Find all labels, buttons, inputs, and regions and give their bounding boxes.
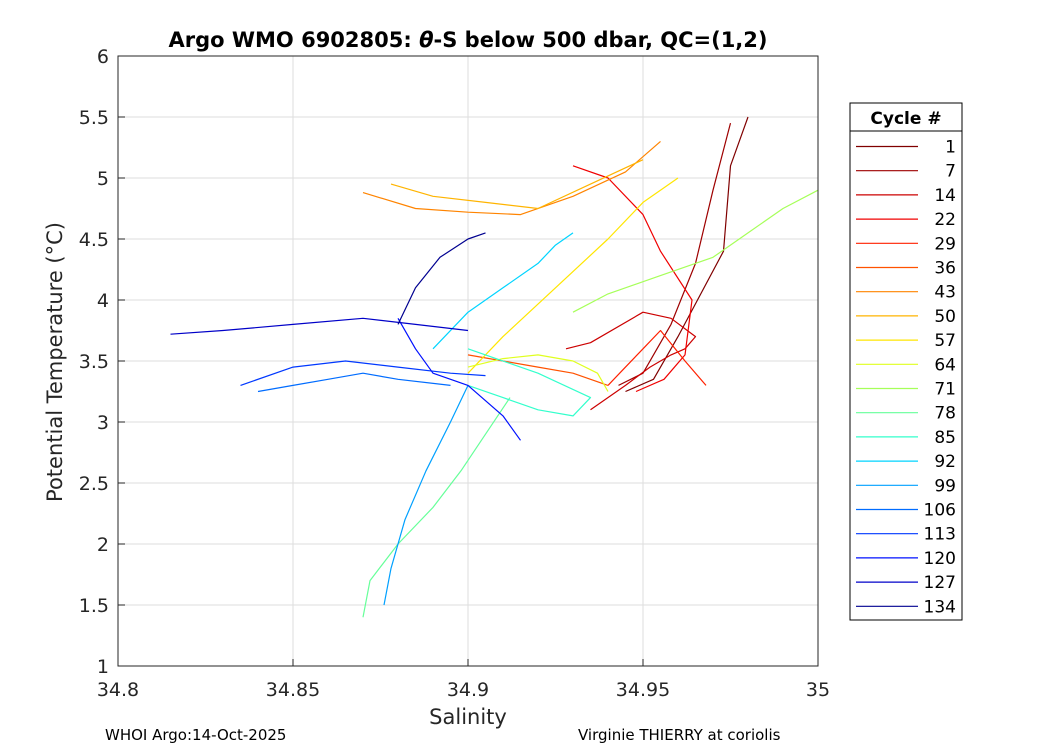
series-line-cycle-71 — [572, 189, 819, 313]
series-layer — [170, 116, 819, 618]
series-line-cycle-43 — [362, 140, 661, 216]
footer-left: WHOI Argo:14-Oct-2025 — [105, 726, 286, 744]
x-tick-label: 34.85 — [266, 679, 320, 701]
y-tick-label: 6 — [97, 46, 109, 68]
series-line-cycle-127 — [170, 317, 469, 335]
x-tick-label: 34.9 — [447, 679, 489, 701]
footer-right: Virginie THIERRY at coriolis — [578, 726, 781, 744]
series-line-cycle-134 — [397, 232, 486, 325]
y-axis: 1 1.5 2 2.5 3 3.5 4 4.5 5 5.5 6 — [79, 46, 125, 678]
x-tick-label: 34.8 — [97, 679, 139, 701]
legend-label: 50 — [934, 307, 956, 327]
x-axis: 34.8 34.85 34.9 34.95 35 — [97, 659, 830, 701]
legend-label: 29 — [934, 234, 956, 254]
legend-label: 99 — [934, 476, 956, 496]
legend-label: 134 — [924, 597, 956, 617]
legend-label: 64 — [934, 355, 956, 375]
y-tick-label: 5 — [97, 168, 109, 190]
series-line-cycle-85 — [467, 348, 592, 417]
legend-items: 1 7 14 22 29 36 43 50 57 64 71 78 85 92 99 106 113 120 127… — [856, 138, 956, 617]
series-line-cycle-120 — [397, 318, 521, 441]
legend-label: 71 — [934, 380, 956, 400]
legend-label: 113 — [924, 525, 956, 545]
legend-label: 36 — [934, 259, 956, 279]
y-tick-label: 1.5 — [79, 595, 109, 617]
legend-label: 14 — [934, 186, 956, 206]
legend-label: 43 — [934, 283, 956, 303]
y-tick-label: 2 — [97, 534, 109, 556]
series-line-cycle-106 — [257, 372, 451, 393]
y-axis-label: Potential Temperature (°C) — [43, 222, 67, 502]
series-line-cycle-78 — [362, 397, 511, 618]
y-tick-label: 4.5 — [79, 229, 109, 251]
series-line-cycle-64 — [467, 354, 609, 392]
series-line-cycle-57 — [467, 177, 679, 374]
legend-label: 85 — [934, 428, 956, 448]
x-tick-label: 35 — [806, 679, 830, 701]
series-line-cycle-14 — [565, 311, 697, 411]
legend-label: 127 — [924, 573, 956, 593]
series-line-cycle-22 — [572, 165, 693, 393]
x-axis-label: Salinity — [429, 705, 507, 729]
series-line-cycle-1 — [625, 116, 749, 393]
legend-label: 106 — [924, 501, 956, 521]
series-line-cycle-92 — [432, 232, 574, 350]
y-tick-label: 1 — [97, 656, 109, 678]
legend-label: 120 — [924, 549, 956, 569]
y-tick-label: 2.5 — [79, 473, 109, 495]
y-tick-label: 5.5 — [79, 107, 109, 129]
legend-label: 92 — [934, 452, 956, 472]
y-tick-label: 3.5 — [79, 351, 109, 373]
legend-title: Cycle # — [870, 109, 941, 129]
legend-label: 7 — [945, 162, 956, 182]
legend-label: 22 — [934, 210, 956, 230]
series-line-cycle-99 — [383, 385, 469, 606]
legend-label: 1 — [945, 138, 956, 158]
y-tick-label: 3 — [97, 412, 109, 434]
series-line-cycle-36 — [467, 354, 609, 386]
series-line-cycle-113 — [240, 360, 486, 386]
legend-label: 78 — [934, 404, 956, 424]
legend: Cycle # 17142229364350576471788592991061… — [849, 102, 963, 621]
series-line-cycle-29 — [607, 329, 707, 386]
legend-label: 57 — [934, 331, 956, 351]
x-tick-label: 34.95 — [616, 679, 670, 701]
series-line-cycle-50 — [390, 159, 644, 210]
chart-title: Argo WMO 6902805: θ-S below 500 dbar, QC… — [168, 28, 767, 52]
y-tick-label: 4 — [97, 290, 109, 312]
